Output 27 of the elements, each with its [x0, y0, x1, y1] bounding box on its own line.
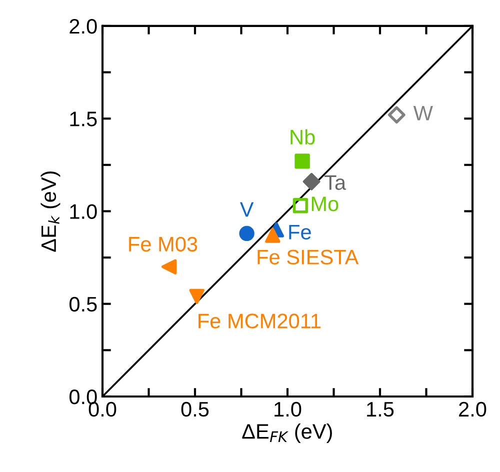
y-tick-label: 0.5 — [69, 296, 97, 312]
series-label: Ta — [324, 175, 346, 190]
series-label: V — [240, 202, 254, 217]
series-label: Fe SIESTA — [258, 250, 359, 264]
series-label: Mo — [312, 196, 338, 212]
series-label: Nb — [290, 129, 315, 145]
y-tick-label: 2.0 — [70, 18, 97, 34]
point — [239, 226, 254, 242]
y-axis-title: ΔE$_{k}$ (eV) — [40, 171, 60, 252]
y-tick-label: 1.5 — [70, 112, 97, 126]
y-tick-label: 1.0 — [70, 204, 97, 219]
point — [162, 259, 177, 274]
series-label: W — [413, 106, 433, 120]
x-tick-label: 1.5 — [367, 402, 394, 417]
series-label: Fe MCM2011 — [198, 314, 320, 328]
x-tick-label: 1.0 — [274, 402, 302, 417]
point — [294, 154, 310, 169]
x-axis-title: ΔE$_{FK}$ (eV) — [242, 424, 332, 443]
series-label: Fe M03 — [129, 236, 198, 252]
x-tick-label: 2.0 — [459, 402, 486, 417]
point — [302, 172, 320, 190]
series-label: Fe — [289, 224, 311, 240]
point — [292, 198, 308, 214]
point — [265, 228, 280, 243]
point — [189, 288, 204, 304]
x-tick-label: 0.5 — [181, 402, 209, 417]
point — [388, 106, 406, 124]
